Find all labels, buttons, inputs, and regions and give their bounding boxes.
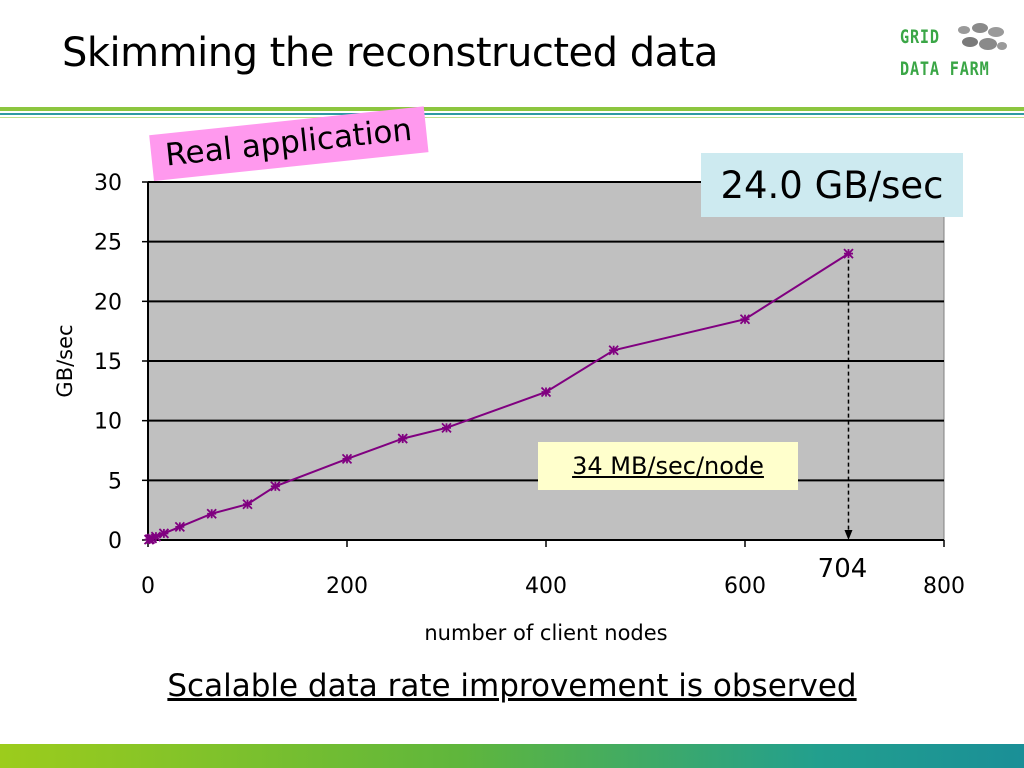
data-point: [341, 453, 353, 464]
data-point: [206, 508, 217, 519]
logo-text-grid: GRID: [900, 26, 940, 48]
logo-dots-icon: [958, 23, 1007, 50]
y-tick-label: 20: [94, 290, 122, 315]
data-point: [242, 499, 253, 510]
header-rule-secondary: [0, 113, 1024, 115]
peak-rate-callout: 24.0 GB/sec: [701, 153, 963, 217]
x-tick-label: 200: [326, 574, 368, 599]
x-axis-title: number of client nodes: [424, 621, 667, 645]
logo-text-datafarm: DATA FARM: [900, 58, 990, 80]
x-tick-label: 0: [141, 574, 155, 599]
slide-title: Skimming the reconstructed data: [62, 30, 718, 76]
max-nodes-label: 704: [818, 554, 868, 584]
y-tick-label: 25: [94, 231, 122, 256]
y-tick-label: 0: [108, 529, 122, 554]
data-point: [608, 345, 619, 356]
data-point: [150, 531, 162, 542]
header-rule-thin: [0, 117, 1024, 118]
y-tick-label: 15: [94, 350, 122, 375]
data-point: [270, 481, 281, 492]
x-tick-label: 400: [525, 574, 567, 599]
data-point: [158, 528, 170, 539]
footer-conclusion: Scalable data rate improvement is observ…: [167, 668, 857, 704]
x-tick-label: 800: [923, 574, 965, 599]
y-tick-label: 5: [108, 469, 122, 494]
y-tick-label: 30: [94, 171, 122, 196]
data-point: [843, 248, 854, 259]
y-tick-label: 10: [94, 410, 122, 435]
max-nodes-arrowhead: [844, 530, 853, 540]
header-rule: [0, 107, 1024, 111]
data-point: [397, 433, 408, 444]
grid-datafarm-logo: GRID DATA FARM: [900, 22, 1010, 86]
data-point: [739, 314, 751, 325]
bottom-gradient-bar: [0, 744, 1024, 768]
y-axis-title: GB/sec: [53, 324, 77, 397]
data-point: [441, 422, 452, 433]
data-point: [174, 521, 185, 533]
data-point: [540, 386, 552, 398]
x-tick-label: 600: [724, 574, 766, 599]
per-node-rate-callout: 34 MB/sec/node: [538, 442, 798, 490]
